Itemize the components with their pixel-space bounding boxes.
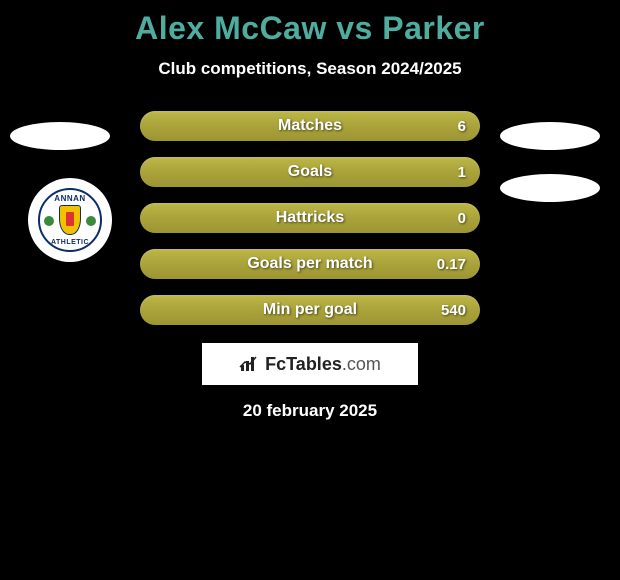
stat-label: Hattricks <box>276 209 344 227</box>
brand-suffix: .com <box>342 354 381 374</box>
page-title: Alex McCaw vs Parker <box>0 0 620 47</box>
bar-chart-icon <box>239 355 261 373</box>
brand-name: FcTables <box>265 354 342 374</box>
stat-value: 1 <box>458 164 466 181</box>
stat-row-hattricks: Hattricks 0 <box>140 203 480 233</box>
brand-text: FcTables.com <box>265 354 381 375</box>
stat-value: 6 <box>458 118 466 135</box>
stat-value: 0 <box>458 210 466 227</box>
stat-row-min-per-goal: Min per goal 540 <box>140 295 480 325</box>
stats-bars: Matches 6 Goals 1 Hattricks 0 Goals per … <box>0 111 620 325</box>
stat-row-goals: Goals 1 <box>140 157 480 187</box>
stat-value: 0.17 <box>437 256 466 273</box>
brand-box[interactable]: FcTables.com <box>202 343 418 385</box>
stat-row-goals-per-match: Goals per match 0.17 <box>140 249 480 279</box>
page-subtitle: Club competitions, Season 2024/2025 <box>0 59 620 79</box>
stat-label: Goals <box>288 163 332 181</box>
stat-value: 540 <box>441 302 466 319</box>
stat-label: Goals per match <box>247 255 372 273</box>
stat-row-matches: Matches 6 <box>140 111 480 141</box>
stat-label: Min per goal <box>263 301 357 319</box>
snapshot-date: 20 february 2025 <box>0 401 620 421</box>
stat-label: Matches <box>278 117 342 135</box>
